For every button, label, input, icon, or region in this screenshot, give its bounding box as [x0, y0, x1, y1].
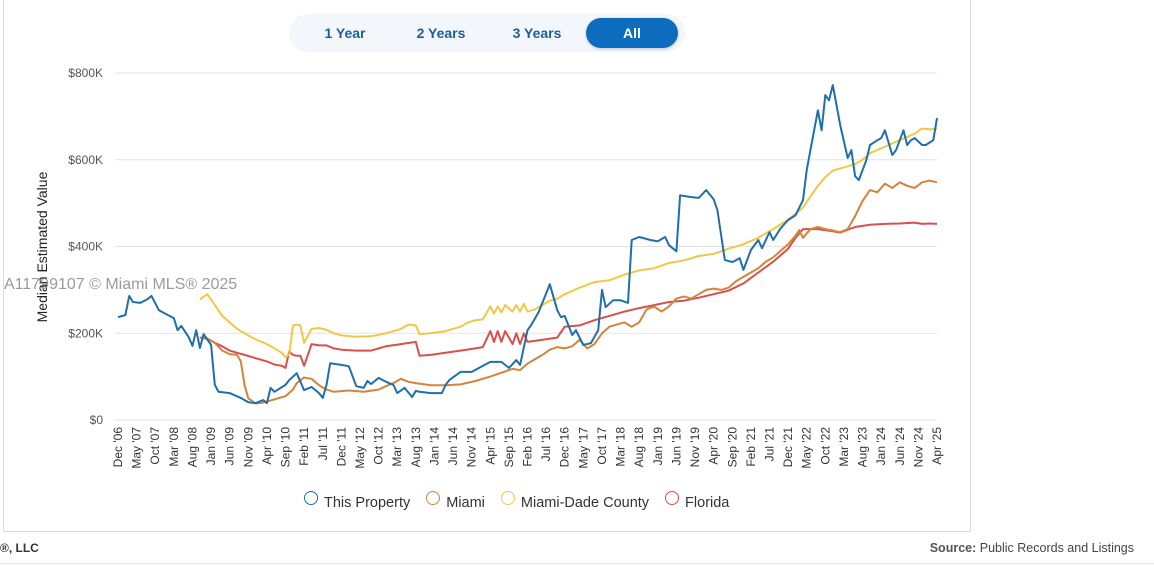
source-value: Public Records and Listings [979, 541, 1134, 555]
x-tick-label: Sep '10 [279, 427, 293, 468]
legend-marker-icon [426, 491, 441, 505]
y-tick-label: $600K [68, 153, 103, 167]
x-tick-label: Sep '20 [725, 427, 739, 468]
x-tick-label: Dec '11 [334, 427, 348, 467]
x-tick-label: Jun '14 [446, 427, 460, 466]
x-tick-label: Nov '09 [241, 427, 255, 468]
y-axis-title: Median Estimated Value [34, 171, 50, 322]
x-tick-label: May '17 [576, 427, 590, 469]
x-tick-label: Jan '09 [204, 427, 218, 466]
time-range-selector: 1 Year 2 Years 3 Years All [289, 14, 685, 52]
x-tick-label: Jul '16 [539, 427, 553, 462]
series-line-florida[interactable] [199, 221, 938, 369]
x-tick-label: Jan '14 [427, 427, 441, 466]
y-tick-label: $200K [68, 326, 103, 340]
x-tick-label: Jan '24 [874, 427, 888, 466]
x-tick-label: Jun '24 [893, 427, 907, 466]
x-tick-label: Oct '17 [595, 427, 609, 465]
x-tick-label: May '22 [800, 427, 814, 469]
x-tick-label: Aug '08 [185, 427, 199, 468]
x-tick-label: Feb '21 [744, 427, 758, 467]
chart-legend: This Property Miami Miami-Dade County Flori… [304, 491, 745, 515]
x-tick-label: Aug '23 [856, 427, 870, 468]
x-tick-label: Jul '21 [762, 427, 776, 462]
legend-item-miami[interactable]: Miami [426, 491, 485, 511]
x-tick-label: Dec '21 [781, 427, 795, 468]
legend-item-this-property[interactable]: This Property [304, 491, 411, 511]
x-tick-label: Oct '12 [372, 427, 386, 465]
series-line-this-property[interactable] [117, 84, 938, 405]
x-tick-label: Aug '13 [409, 427, 423, 468]
y-tick-label: $0 [90, 413, 104, 427]
x-tick-label: Jan '19 [651, 427, 665, 466]
watermark: A11799107 © Miami MLS® 2025 [4, 276, 237, 293]
legend-item-miami-dade-county[interactable]: Miami-Dade County [500, 491, 650, 511]
series-line-miami-dade-county[interactable] [199, 127, 938, 359]
gridlines [115, 72, 937, 421]
footer-divider [0, 563, 1154, 564]
x-tick-label: Oct '22 [818, 427, 832, 465]
legend-marker-icon [500, 491, 515, 505]
x-tick-label: Jun '09 [223, 427, 237, 466]
x-tick-label: Mar '08 [167, 427, 181, 467]
x-tick-label: Feb '16 [521, 427, 535, 467]
x-tick-label: Mar '18 [614, 427, 628, 467]
legend-label: Florida [685, 495, 730, 511]
x-tick-label: Dec '06 [111, 427, 125, 468]
legend-label: This Property [324, 495, 411, 511]
x-tick-label: Apr '20 [707, 427, 721, 465]
x-tick-label: Mar '13 [390, 427, 404, 467]
x-tick-label: May '12 [353, 427, 367, 469]
legend-marker-icon [665, 491, 680, 505]
footer-copyright: ®, LLC [0, 541, 39, 555]
x-tick-label: Apr '15 [483, 427, 497, 465]
x-tick-label: Mar '23 [837, 427, 851, 467]
x-tick-label: Feb '11 [297, 427, 311, 466]
y-axis-ticks: $0 $200K $400K $600K $800K [68, 66, 103, 427]
legend-label: Miami-Dade County [520, 495, 650, 511]
x-tick-label: May '07 [130, 427, 144, 469]
y-tick-label: $400K [68, 240, 103, 254]
x-tick-label: Apr '25 [930, 427, 944, 465]
x-tick-label: Nov '19 [688, 427, 702, 468]
x-tick-label: Jun '19 [669, 427, 683, 466]
x-tick-label: Apr '10 [260, 427, 274, 465]
source-label: Source: [929, 541, 977, 555]
x-tick-label: Dec '16 [558, 427, 572, 468]
x-tick-label: Oct '07 [148, 427, 162, 465]
range-3-years-button[interactable]: 3 Years [512, 25, 562, 41]
series-lines [117, 84, 938, 405]
x-tick-label: Nov '24 [911, 427, 925, 468]
x-tick-label: Aug '18 [632, 427, 646, 468]
x-tick-label: Jul '11 [316, 427, 330, 461]
chart-card [3, 0, 971, 532]
legend-marker-icon [304, 491, 318, 505]
legend-item-florida[interactable]: Florida [665, 491, 730, 511]
range-1-year-button[interactable]: 1 Year [324, 25, 366, 41]
x-tick-label: Sep '15 [502, 427, 516, 468]
y-tick-label: $800K [68, 66, 103, 80]
legend-label: Miami [446, 495, 485, 511]
footer-source: Source: Public Records and Listings [930, 541, 1134, 555]
x-axis-ticks: Dec '06 May '07 Oct '07 Mar '08 Aug '08 Jan '… [111, 427, 944, 469]
range-all-button[interactable]: All [586, 18, 678, 48]
x-tick-label: Nov '14 [465, 427, 479, 468]
range-2-years-button[interactable]: 2 Years [416, 25, 466, 41]
